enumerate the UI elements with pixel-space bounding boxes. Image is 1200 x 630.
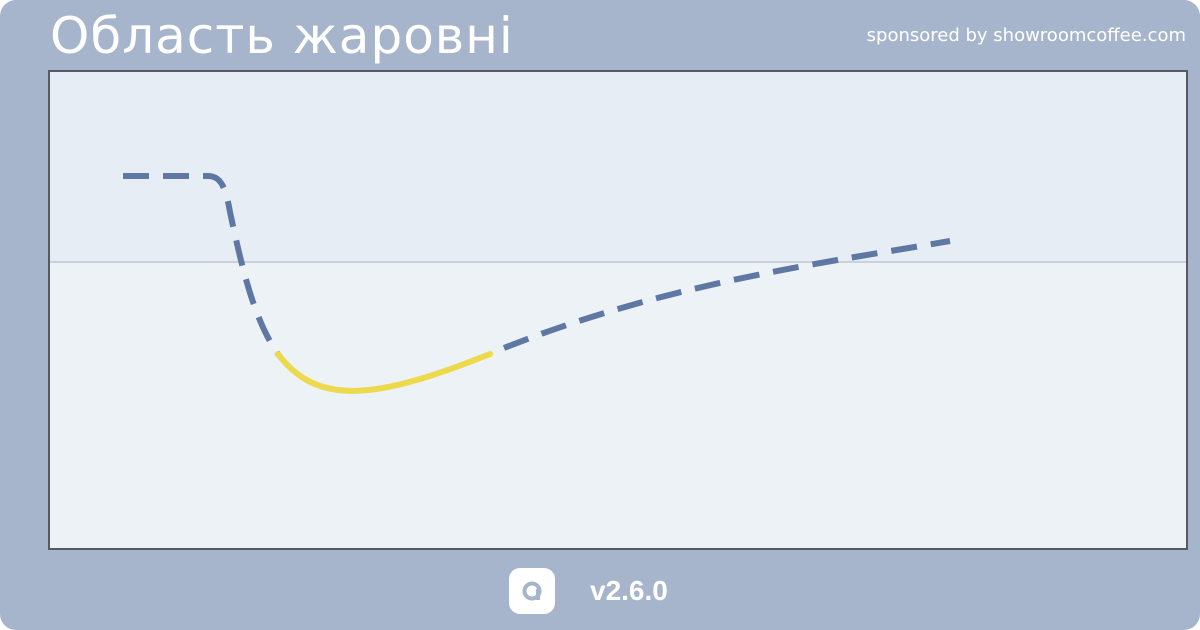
roast-curve-panel [48, 70, 1188, 550]
footer: v2.6.0 [0, 562, 1200, 620]
roast-curve-plot [50, 72, 1186, 394]
page-title: Область жаровні [50, 7, 514, 65]
roast-curve-drop-segment [123, 173, 281, 356]
logo-glyph-icon [522, 581, 542, 601]
upper-band [50, 72, 1186, 262]
version-label: v2.6.0 [590, 575, 668, 606]
sponsor-link[interactable]: sponsored by showroomcoffee.com [866, 25, 1186, 46]
app-logo-icon [509, 568, 555, 614]
roast-curve-highlight-segment [275, 351, 493, 394]
roast-curve-rise-segment [502, 238, 951, 351]
